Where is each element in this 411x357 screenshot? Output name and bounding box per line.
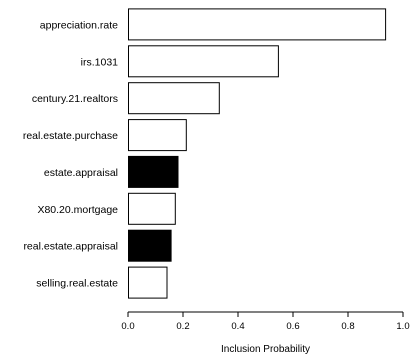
category-label: appreciation.rate [40, 19, 118, 31]
category-label: irs.1031 [81, 56, 119, 68]
category-label: real.estate.purchase [23, 130, 118, 142]
bar-appreciation-rate [128, 8, 387, 41]
category-label: real.estate.appraisal [23, 241, 118, 253]
bar-real-estate-purchase [128, 119, 187, 152]
x-tick-label: 0.0 [121, 321, 134, 332]
bar-selling-real-estate [128, 266, 168, 299]
x-axis-title: Inclusion Probability [221, 344, 310, 355]
bar-irs-1031 [128, 45, 279, 78]
category-label: X80.20.mortgage [37, 204, 118, 216]
x-tick-label: 0.8 [341, 321, 354, 332]
x-tick-label: 0.6 [286, 321, 299, 332]
bar-estate-appraisal [128, 155, 179, 188]
x-tick-label: 1.0 [396, 321, 409, 332]
x-tick-label: 0.4 [231, 321, 244, 332]
x-axis-ticks: 0.0 0.2 0.4 0.6 0.8 1.0 [121, 312, 410, 332]
category-label: estate.appraisal [44, 167, 118, 179]
category-labels: appreciation.rate irs.1031 century.21.real… [23, 19, 118, 289]
x-tick-label: 0.2 [176, 321, 189, 332]
bars-group [128, 8, 387, 299]
bar-century-21-realtors [128, 82, 220, 115]
bar-x80-20-mortgage [128, 192, 176, 225]
category-label: century.21.realtors [32, 93, 118, 105]
category-label: selling.real.estate [36, 278, 118, 290]
bar-real-estate-appraisal [128, 229, 172, 262]
